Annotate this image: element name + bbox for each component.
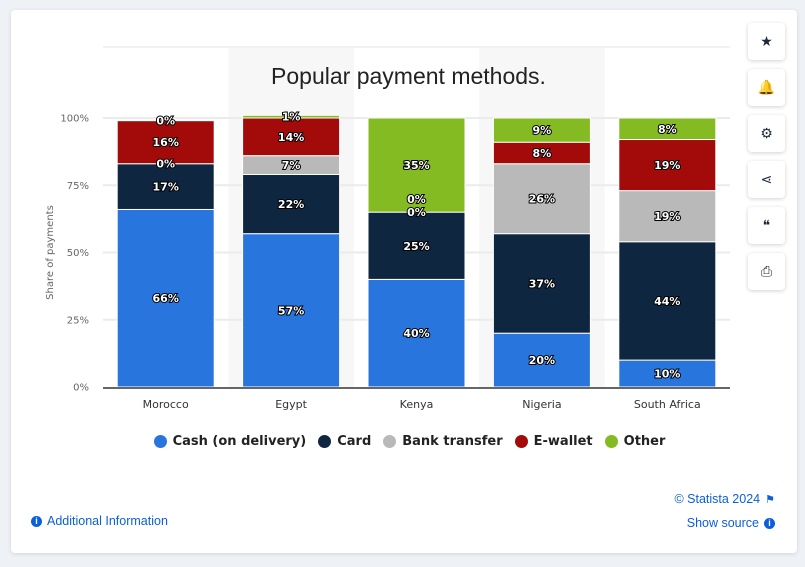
star-button[interactable]: ★ — [748, 23, 785, 60]
gear-button[interactable]: ⚙ — [748, 115, 785, 152]
bar-segment[interactable] — [492, 163, 591, 235]
legend-label: Cash (on delivery) — [172, 434, 307, 449]
data-label: 17% — [153, 181, 179, 194]
data-label: 8% — [658, 123, 677, 136]
data-label: 9% — [533, 124, 552, 137]
quote-button[interactable]: ❝ — [748, 207, 785, 244]
star-icon: ★ — [760, 33, 773, 50]
bell-icon: 🔔 — [757, 79, 776, 96]
legend-dot-icon — [153, 435, 167, 448]
data-label: 16% — [153, 136, 179, 149]
data-label: 1% — [282, 111, 301, 124]
y-tick-label: 25% — [67, 315, 89, 326]
x-tick-label: Morocco — [143, 398, 189, 411]
copyright-text: © Statista 2024 — [674, 492, 761, 506]
bar-segment[interactable] — [618, 359, 717, 388]
data-label: 19% — [654, 159, 680, 172]
legend-label: E-wallet — [533, 434, 593, 449]
legend-dot-icon — [318, 435, 332, 448]
data-label: 37% — [529, 277, 555, 290]
legend-label: Card — [337, 434, 372, 449]
y-tick-label: 0% — [73, 383, 89, 394]
y-axis-label: Share of payments — [45, 205, 56, 300]
bar-segment[interactable] — [492, 332, 591, 388]
additional-information-text: Additional Information — [47, 514, 168, 528]
legend-item[interactable]: Card — [318, 434, 371, 449]
legend-item[interactable]: Bank transfer — [383, 434, 503, 449]
bar-segment[interactable] — [242, 114, 341, 119]
bar-segment[interactable] — [242, 233, 341, 388]
x-tick-label: Kenya — [400, 398, 434, 411]
data-label: 10% — [654, 368, 680, 381]
data-label: 35% — [403, 159, 429, 172]
print-button[interactable]: ⎙ — [748, 253, 785, 290]
data-label: 25% — [403, 240, 429, 253]
data-label: 19% — [654, 210, 680, 223]
data-label: 40% — [403, 327, 429, 340]
bar-segment[interactable] — [618, 117, 717, 141]
data-label: 66% — [153, 292, 179, 305]
bar-segment[interactable] — [618, 139, 717, 192]
legend-item[interactable]: E-wallet — [514, 434, 593, 449]
show-source-link[interactable]: Show source i — [687, 516, 775, 530]
bar-segment[interactable] — [618, 190, 717, 243]
legend: Cash (on delivery) Card Bank transfer E-wal… — [0, 434, 805, 449]
bar-segment[interactable] — [367, 117, 466, 213]
legend-item[interactable]: Other — [604, 434, 666, 449]
y-tick-label: 50% — [67, 248, 89, 259]
data-label: 0% — [407, 193, 426, 206]
x-tick-label: Nigeria — [522, 398, 561, 411]
data-label: 44% — [654, 295, 680, 308]
copyright-link[interactable]: © Statista 2024 ⚑ — [674, 492, 775, 506]
bar-segment[interactable] — [116, 163, 215, 210]
data-label: 0% — [407, 206, 426, 219]
data-label: 0% — [156, 158, 175, 171]
data-label: 0% — [156, 115, 175, 128]
gear-icon: ⚙ — [760, 125, 773, 142]
additional-information-link[interactable]: i Additional Information — [31, 514, 168, 528]
legend-dot-icon — [514, 435, 528, 448]
bar-segment[interactable] — [492, 117, 591, 143]
bar-segment[interactable] — [242, 117, 341, 157]
info-icon: i — [764, 517, 775, 529]
bar-segment[interactable] — [242, 173, 341, 235]
legend-item[interactable]: Cash (on delivery) — [153, 434, 307, 449]
bell-button[interactable]: 🔔 — [748, 69, 785, 106]
data-label: 8% — [533, 147, 552, 160]
x-tick-label: South Africa — [634, 398, 701, 411]
bar-segment[interactable] — [492, 233, 591, 334]
flag-icon: ⚑ — [765, 493, 775, 506]
legend-label: Other — [623, 434, 666, 449]
quote-icon: ❝ — [762, 217, 771, 234]
data-label: 26% — [529, 193, 555, 206]
x-tick-label: Egypt — [275, 398, 307, 411]
data-label: 57% — [278, 304, 304, 317]
legend-dot-icon — [604, 435, 618, 448]
share-button[interactable]: ⋖ — [748, 161, 785, 198]
legend-label: Bank transfer — [402, 434, 503, 449]
y-tick-label: 75% — [67, 181, 89, 192]
share-icon: ⋖ — [760, 171, 773, 188]
chart-title: Popular payment methods. — [271, 63, 546, 89]
data-label: 7% — [282, 159, 301, 172]
y-tick-label: 100% — [60, 114, 89, 125]
data-label: 14% — [278, 131, 304, 144]
bar-segment[interactable] — [116, 208, 215, 388]
print-icon: ⎙ — [760, 263, 773, 280]
legend-dot-icon — [383, 435, 397, 448]
bar-segment[interactable] — [367, 211, 466, 280]
data-label: 22% — [278, 198, 304, 211]
info-icon: i — [31, 515, 42, 527]
show-source-text: Show source — [686, 516, 759, 530]
data-label: 20% — [529, 354, 555, 367]
bar-segment[interactable] — [116, 120, 215, 165]
